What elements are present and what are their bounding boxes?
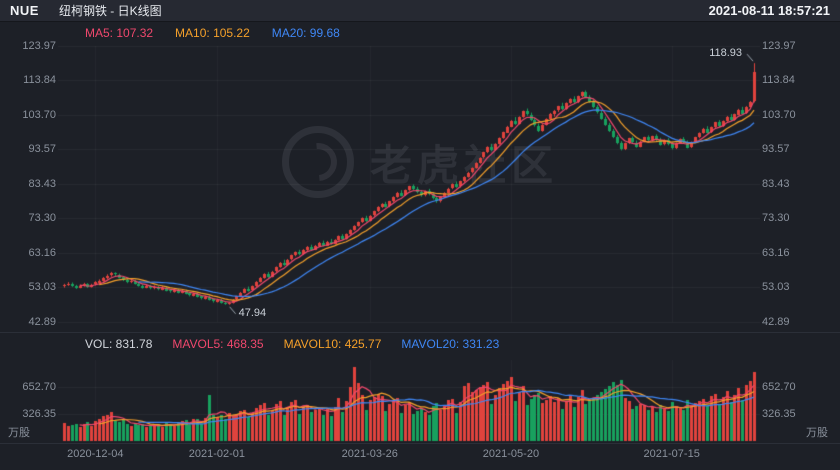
high-price-annotation: 118.93 [709,47,743,60]
date-axis-label: 2021-02-01 [188,448,246,460]
price-axis-label-left: 113.84 [23,74,56,87]
title-bar: NUE 纽柯钢铁 - 日K线图 2021-08-11 18:57:21 [0,0,840,22]
price-axis-label-right: 103.70 [762,109,796,121]
mavol10-indicator: MAVOL10: 425.77 [283,337,382,351]
date-axis-label: 2021-05-20 [482,448,540,460]
ma-indicator-row: MA5: 107.32 MA10: 105.22 MA20: 99.68 [85,26,340,40]
price-axis-label-right: 83.43 [762,178,790,190]
mavol20-indicator: MAVOL20: 331.23 [401,337,500,351]
price-axis-label-right: 113.84 [762,74,795,87]
ma5-indicator: MA5: 107.32 [85,26,154,40]
timestamp: 2021-08-11 18:57:21 [708,3,830,18]
mavol5-indicator: MAVOL5: 468.35 [172,337,264,351]
price-axis-label-right: 63.16 [762,247,790,259]
price-axis-label-left: 63.16 [28,247,56,259]
volume-indicator-row: VOL: 831.78 MAVOL5: 468.35 MAVOL10: 425.… [85,337,499,351]
price-axis-label-right: 73.30 [762,212,790,225]
price-axis-label-right: 53.03 [762,281,790,294]
pane-divider [0,332,840,333]
date-axis-label: 2020-12-04 [67,448,124,460]
price-axis-label-left: 53.03 [28,281,56,294]
ma10-indicator: MA10: 105.22 [175,26,250,40]
price-axis-label-left: 93.57 [28,143,56,156]
stock-symbol: NUE [10,3,39,18]
volume-unit-label-right: 万股 [806,427,828,439]
chart-title: 纽柯钢铁 - 日K线图 [58,4,162,18]
low-price-annotation: 47.94 [238,306,267,319]
date-axis-label: 2021-03-26 [341,448,398,460]
price-axis-label-right: 42.89 [762,316,790,328]
price-axis-label-right: 123.97 [762,40,796,52]
ma20-indicator: MA20: 99.68 [271,26,340,40]
price-axis-label-left: 73.30 [28,212,56,225]
price-axis-label-left: 103.70 [22,109,56,121]
volume-unit-label-left: 万股 [8,427,30,439]
price-axis-label-left: 83.43 [28,178,56,190]
price-axis-label-left: 42.89 [28,316,56,328]
bottom-axis-line [0,443,840,444]
date-axis-label: 2021-07-15 [643,448,700,460]
volume-axis-label-right: 326.35 [762,408,796,420]
volume-axis-label-right: 652.70 [762,381,796,393]
price-axis-label-right: 93.57 [762,143,790,156]
volume-axis-label-left: 652.70 [22,381,56,393]
volume-axis-label-left: 326.35 [22,408,56,420]
vol-indicator: VOL: 831.78 [85,337,153,351]
price-axis-label-left: 123.97 [22,40,56,52]
